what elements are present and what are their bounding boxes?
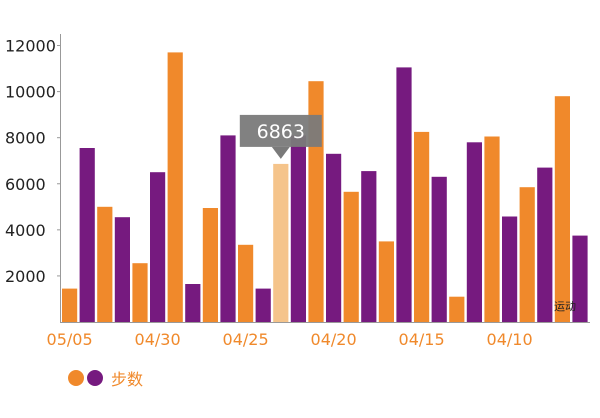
legend-label: 步数 <box>111 370 144 389</box>
x-tick-label: 04/10 <box>487 330 533 349</box>
y-tick-label: 8000 <box>5 129 46 148</box>
bar[interactable] <box>361 171 377 322</box>
bar[interactable] <box>185 284 201 322</box>
bar[interactable] <box>537 167 553 322</box>
x-tick-group: 05/05 04/30 04/25 04/20 04/15 04/10 <box>47 330 533 349</box>
bar[interactable] <box>62 288 78 322</box>
bar[interactable] <box>202 208 218 322</box>
bar[interactable] <box>466 142 482 322</box>
x-tick-label: 04/20 <box>311 330 357 349</box>
legend-swatch-orange <box>68 370 84 386</box>
bar[interactable] <box>97 206 113 322</box>
bar[interactable] <box>554 96 570 322</box>
x-tick-label: 04/25 <box>223 330 269 349</box>
bar[interactable] <box>79 148 95 322</box>
bar[interactable] <box>431 176 447 322</box>
tooltip: 6863 <box>239 114 322 159</box>
y-tick-label: 12000 <box>5 37 56 56</box>
bar[interactable] <box>572 235 588 322</box>
bar[interactable] <box>150 172 166 322</box>
bar[interactable] <box>238 244 254 322</box>
bar[interactable] <box>519 187 535 322</box>
x-tick-label: 04/30 <box>135 330 181 349</box>
bar[interactable] <box>220 135 236 322</box>
bar[interactable] <box>378 241 394 322</box>
y-tick-label: 4000 <box>5 221 46 240</box>
bar[interactable] <box>255 288 271 322</box>
bar[interactable] <box>414 131 430 322</box>
y-tick-label: 2000 <box>5 267 46 286</box>
x-tick-label: 05/05 <box>47 330 93 349</box>
tooltip-box <box>239 114 322 147</box>
bar[interactable] <box>449 296 465 322</box>
y-tick-group: 2000 4000 6000 8000 10000 12000 <box>5 37 61 286</box>
bar[interactable] <box>396 67 412 323</box>
bar[interactable] <box>290 135 306 322</box>
y-tick-label: 6000 <box>5 175 46 194</box>
bar[interactable] <box>484 136 500 323</box>
y-tick-label: 10000 <box>5 83 56 102</box>
legend: 步数 <box>68 366 143 390</box>
bar[interactable] <box>343 191 359 322</box>
bar[interactable] <box>326 153 342 322</box>
tooltip-pointer <box>271 146 290 159</box>
x-tick-label: 04/15 <box>399 330 445 349</box>
bar[interactable] <box>132 263 148 322</box>
legend-swatch-purple <box>87 370 103 386</box>
bar[interactable] <box>167 52 183 323</box>
bar[interactable] <box>273 163 289 322</box>
annotation-label: 运动 <box>554 300 576 313</box>
tooltip-value: 6863 <box>257 121 305 143</box>
bar-group <box>62 52 588 323</box>
bar[interactable] <box>114 217 130 322</box>
bar[interactable] <box>502 216 518 323</box>
